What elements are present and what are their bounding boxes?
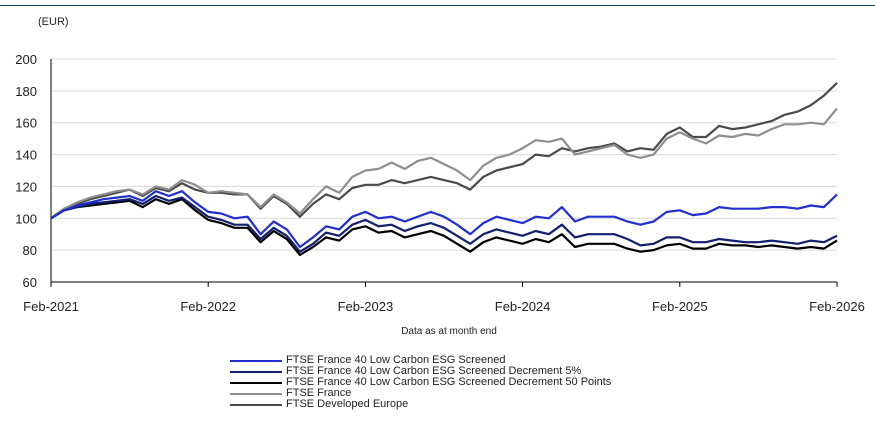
series-line xyxy=(50,82,838,220)
series-line xyxy=(50,190,838,249)
series-line xyxy=(50,107,838,220)
legend-item: FTSE France 40 Low Carbon ESG Screened D… xyxy=(230,377,611,388)
x-tick-label: Feb-2025 xyxy=(652,299,708,314)
y-tick-label: 80 xyxy=(23,243,37,258)
legend-swatch xyxy=(230,392,282,395)
y-tick-label: 180 xyxy=(15,84,37,99)
legend-swatch xyxy=(230,370,282,373)
legend-label: FTSE France 40 Low Carbon ESG Screened D… xyxy=(286,365,582,377)
x-tick-label: Feb-2021 xyxy=(23,299,79,314)
top-rule xyxy=(0,5,875,6)
x-tick-label: Feb-2022 xyxy=(180,299,236,314)
y-tick-label: 140 xyxy=(15,148,37,163)
legend-label: FTSE France 40 Low Carbon ESG Screened xyxy=(286,354,506,366)
y-tick-label: 160 xyxy=(15,116,37,131)
legend-label: FTSE France 40 Low Carbon ESG Screened D… xyxy=(286,376,612,388)
x-axis-label: Data as at month end xyxy=(401,326,497,337)
legend-item: FTSE Developed Europe xyxy=(230,399,611,410)
chart-legend: FTSE France 40 Low Carbon ESG Screened FT… xyxy=(230,355,611,410)
x-tick-label: Feb-2024 xyxy=(495,299,551,314)
legend-item: FTSE France 40 Low Carbon ESG Screened xyxy=(230,355,611,366)
series-line xyxy=(50,194,838,253)
y-unit-label: (EUR) xyxy=(38,16,69,28)
legend-item: FTSE France xyxy=(230,388,611,399)
y-tick-label: 200 xyxy=(15,52,37,67)
x-tick-label: Feb-2026 xyxy=(809,299,865,314)
y-tick-label: 100 xyxy=(15,211,37,226)
legend-label: FTSE France xyxy=(286,387,352,399)
legend-label: FTSE Developed Europe xyxy=(286,398,409,410)
legend-swatch xyxy=(230,403,282,406)
y-tick-label: 120 xyxy=(15,179,37,194)
series-line xyxy=(50,198,838,256)
x-tick-label: Feb-2023 xyxy=(338,299,394,314)
legend-swatch xyxy=(230,359,282,362)
y-tick-label: 60 xyxy=(23,275,37,290)
legend-swatch xyxy=(230,381,282,384)
legend-item: FTSE France 40 Low Carbon ESG Screened D… xyxy=(230,366,611,377)
